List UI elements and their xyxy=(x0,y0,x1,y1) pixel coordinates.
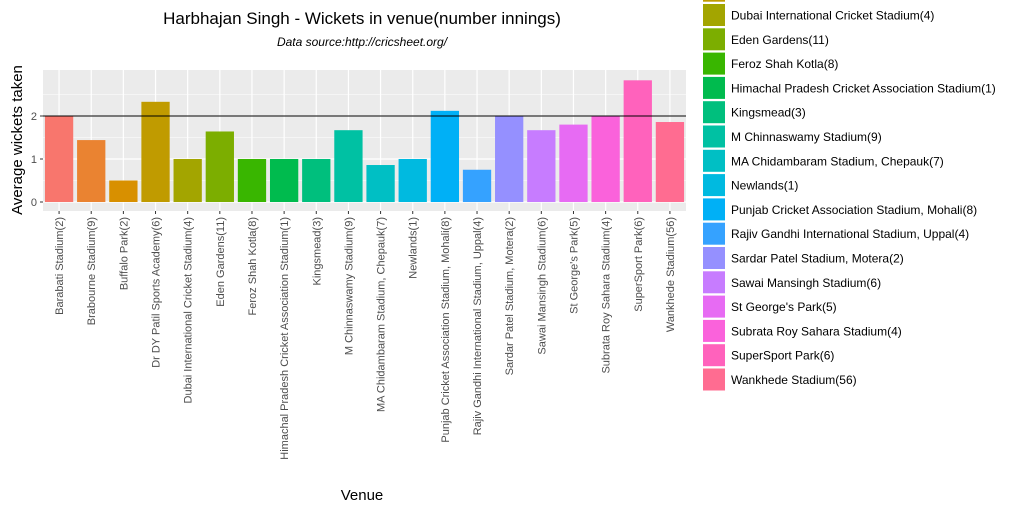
legend-swatch xyxy=(703,101,725,124)
bar xyxy=(495,116,524,202)
x-tick-label: St George's Park(5) xyxy=(568,217,580,314)
legend-label: St George's Park(5) xyxy=(731,300,837,314)
legend-swatch xyxy=(703,76,725,99)
y-tick-label: 1 xyxy=(31,154,37,166)
x-tick-label: Sawai Mansingh Stadium(6) xyxy=(536,217,548,355)
legend-label: Punjab Cricket Association Stadium, Moha… xyxy=(731,203,977,217)
x-tick-label: SuperSport Park(6) xyxy=(633,217,645,312)
bar xyxy=(173,159,202,202)
y-axis-label: Average wickets taken xyxy=(9,65,26,215)
x-tick-label: M Chinnaswamy Stadium(9) xyxy=(343,217,355,355)
legend-label: Feroz Shah Kotla(8) xyxy=(731,57,838,71)
bar xyxy=(302,159,331,202)
x-tick-label: MA Chidambaram Stadium, Chepauk(7) xyxy=(376,217,388,412)
legend-label: Himachal Pradesh Cricket Association Sta… xyxy=(731,81,996,95)
legend-label: SuperSport Park(6) xyxy=(731,349,834,363)
bar xyxy=(430,110,460,202)
chart-subtitle: Data source:http://cricsheet.org/ xyxy=(277,35,449,49)
x-tick-label: Dubai International Cricket Stadium(4) xyxy=(183,217,195,403)
legend-label: Eden Gardens(11) xyxy=(731,33,829,47)
bar xyxy=(398,159,427,202)
legend-swatch xyxy=(703,174,725,197)
legend-label: Sawai Mansingh Stadium(6) xyxy=(731,276,881,290)
bar xyxy=(44,116,74,202)
legend-swatch xyxy=(703,295,725,318)
bar xyxy=(269,159,299,202)
legend-swatch xyxy=(703,368,725,391)
x-tick-label: Feroz Shah Kotla(8) xyxy=(247,217,259,315)
bar xyxy=(109,180,138,202)
legend-swatch xyxy=(703,247,725,269)
chart-title: Harbhajan Singh - Wickets in venue(numbe… xyxy=(163,9,561,28)
legend-swatch xyxy=(703,271,725,294)
legend-swatch xyxy=(703,0,725,2)
x-tick-label: Newlands(1) xyxy=(408,217,420,279)
bar xyxy=(141,101,170,202)
bar xyxy=(527,130,556,202)
legend-swatch xyxy=(703,4,725,26)
x-tick-label: Himachal Pradesh Cricket Association Sta… xyxy=(279,217,291,460)
legend-label: Dubai International Cricket Stadium(4) xyxy=(731,9,934,23)
x-tick-label: Wankhede Stadium(56) xyxy=(665,217,677,332)
legend-label: Rajiv Gandhi International Stadium, Uppa… xyxy=(731,227,969,241)
x-tick-label: Subrata Roy Sahara Stadium(4) xyxy=(601,217,613,374)
bar xyxy=(655,122,685,202)
x-axis-label: Venue xyxy=(341,487,384,504)
y-tick-label: 2 xyxy=(31,111,37,123)
x-tick-label: Kingsmead(3) xyxy=(311,217,323,285)
legend-swatch xyxy=(703,149,725,172)
legend-swatch xyxy=(703,198,725,221)
x-tick-label: Dr DY Patil Sports Academy(6) xyxy=(151,217,163,368)
bar xyxy=(334,130,363,202)
x-tick-label: Buffalo Park(2) xyxy=(118,217,130,290)
bar xyxy=(623,80,652,202)
legend-label: Sardar Patel Stadium, Motera(2) xyxy=(731,252,904,266)
bar xyxy=(205,131,234,202)
legend-label: Wankhede Stadium(56) xyxy=(731,373,857,387)
x-tick-label: Brabourne Stadium(9) xyxy=(86,217,98,325)
x-tick-label: Rajiv Gandhi International Stadium, Uppa… xyxy=(472,217,484,435)
bar xyxy=(237,159,267,202)
legend-swatch xyxy=(703,319,725,342)
x-tick-label: Sardar Patel Stadium, Motera(2) xyxy=(504,217,516,375)
legend-label: Newlands(1) xyxy=(731,179,798,193)
legend-swatch xyxy=(703,344,725,367)
legend-swatch xyxy=(703,125,725,148)
x-tick-label: Barabati Stadium(2) xyxy=(54,217,66,315)
bar xyxy=(462,169,492,202)
legend-swatch xyxy=(703,28,725,51)
bar xyxy=(77,140,106,202)
bar xyxy=(591,116,620,202)
legend-label: Kingsmead(3) xyxy=(731,106,806,120)
legend-label: Subrata Roy Sahara Stadium(4) xyxy=(731,324,902,338)
y-tick-label: 0 xyxy=(31,197,37,209)
legend-swatch xyxy=(703,222,725,245)
bar xyxy=(559,124,588,202)
legend-swatch xyxy=(703,52,725,75)
legend-label: MA Chidambaram Stadium, Chepauk(7) xyxy=(731,154,944,168)
x-tick-label: Eden Gardens(11) xyxy=(215,217,227,307)
legend-label: M Chinnaswamy Stadium(9) xyxy=(731,130,882,144)
x-tick-label: Punjab Cricket Association Stadium, Moha… xyxy=(440,217,452,443)
plot-panel xyxy=(43,70,686,211)
bar xyxy=(366,165,395,202)
